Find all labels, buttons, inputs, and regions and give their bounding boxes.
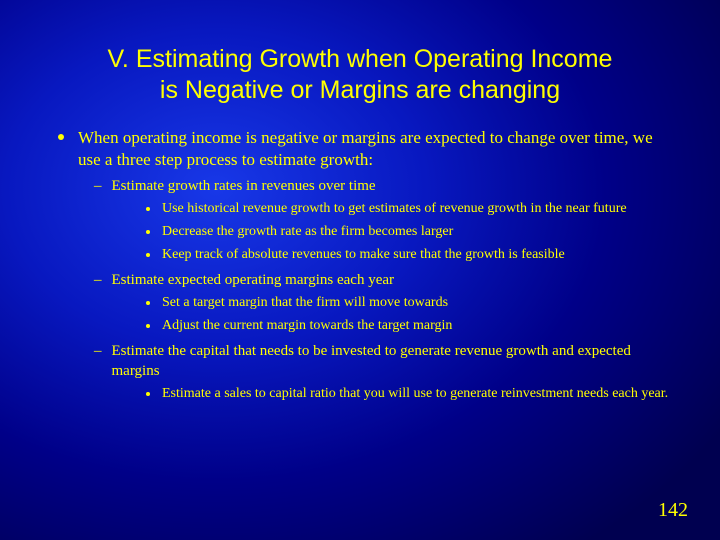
- bullet-icon: [58, 134, 64, 140]
- step-3: – Estimate the capital that needs to be …: [94, 342, 670, 381]
- slide-title: V. Estimating Growth when Operating Inco…: [50, 44, 670, 107]
- bullet-icon: [146, 253, 150, 257]
- step-3-point-1: Estimate a sales to capital ratio that y…: [146, 385, 670, 404]
- point-text: Use historical revenue growth to get est…: [162, 200, 627, 219]
- step-3-label: Estimate the capital that needs to be in…: [112, 342, 671, 381]
- step-2-label: Estimate expected operating margins each…: [112, 271, 395, 291]
- main-text: When operating income is negative or mar…: [78, 127, 670, 171]
- main-bullet: When operating income is negative or mar…: [58, 127, 670, 171]
- point-text: Adjust the current margin towards the ta…: [162, 317, 452, 336]
- step-2-point-2: Adjust the current margin towards the ta…: [146, 317, 670, 336]
- step-1-point-2: Decrease the growth rate as the firm bec…: [146, 223, 670, 242]
- point-text: Keep track of absolute revenues to make …: [162, 246, 565, 265]
- step-1-point-3: Keep track of absolute revenues to make …: [146, 246, 670, 265]
- step-1-point-1: Use historical revenue growth to get est…: [146, 200, 670, 219]
- slide-container: V. Estimating Growth when Operating Inco…: [0, 0, 720, 540]
- title-line-2: is Negative or Margins are changing: [160, 76, 560, 104]
- bullet-icon: [146, 324, 150, 328]
- dash-icon: –: [94, 271, 102, 291]
- step-1-label: Estimate growth rates in revenues over t…: [112, 177, 376, 197]
- point-text: Set a target margin that the firm will m…: [162, 294, 448, 313]
- bullet-icon: [146, 230, 150, 234]
- step-2: – Estimate expected operating margins ea…: [94, 271, 670, 291]
- title-line-1: V. Estimating Growth when Operating Inco…: [108, 45, 613, 73]
- point-text: Estimate a sales to capital ratio that y…: [162, 385, 668, 404]
- bullet-icon: [146, 392, 150, 396]
- step-2-point-1: Set a target margin that the firm will m…: [146, 294, 670, 313]
- dash-icon: –: [94, 177, 102, 197]
- bullet-icon: [146, 207, 150, 211]
- point-text: Decrease the growth rate as the firm bec…: [162, 223, 453, 242]
- page-number: 142: [658, 499, 688, 522]
- bullet-icon: [146, 301, 150, 305]
- step-1: – Estimate growth rates in revenues over…: [94, 177, 670, 197]
- dash-icon: –: [94, 342, 102, 381]
